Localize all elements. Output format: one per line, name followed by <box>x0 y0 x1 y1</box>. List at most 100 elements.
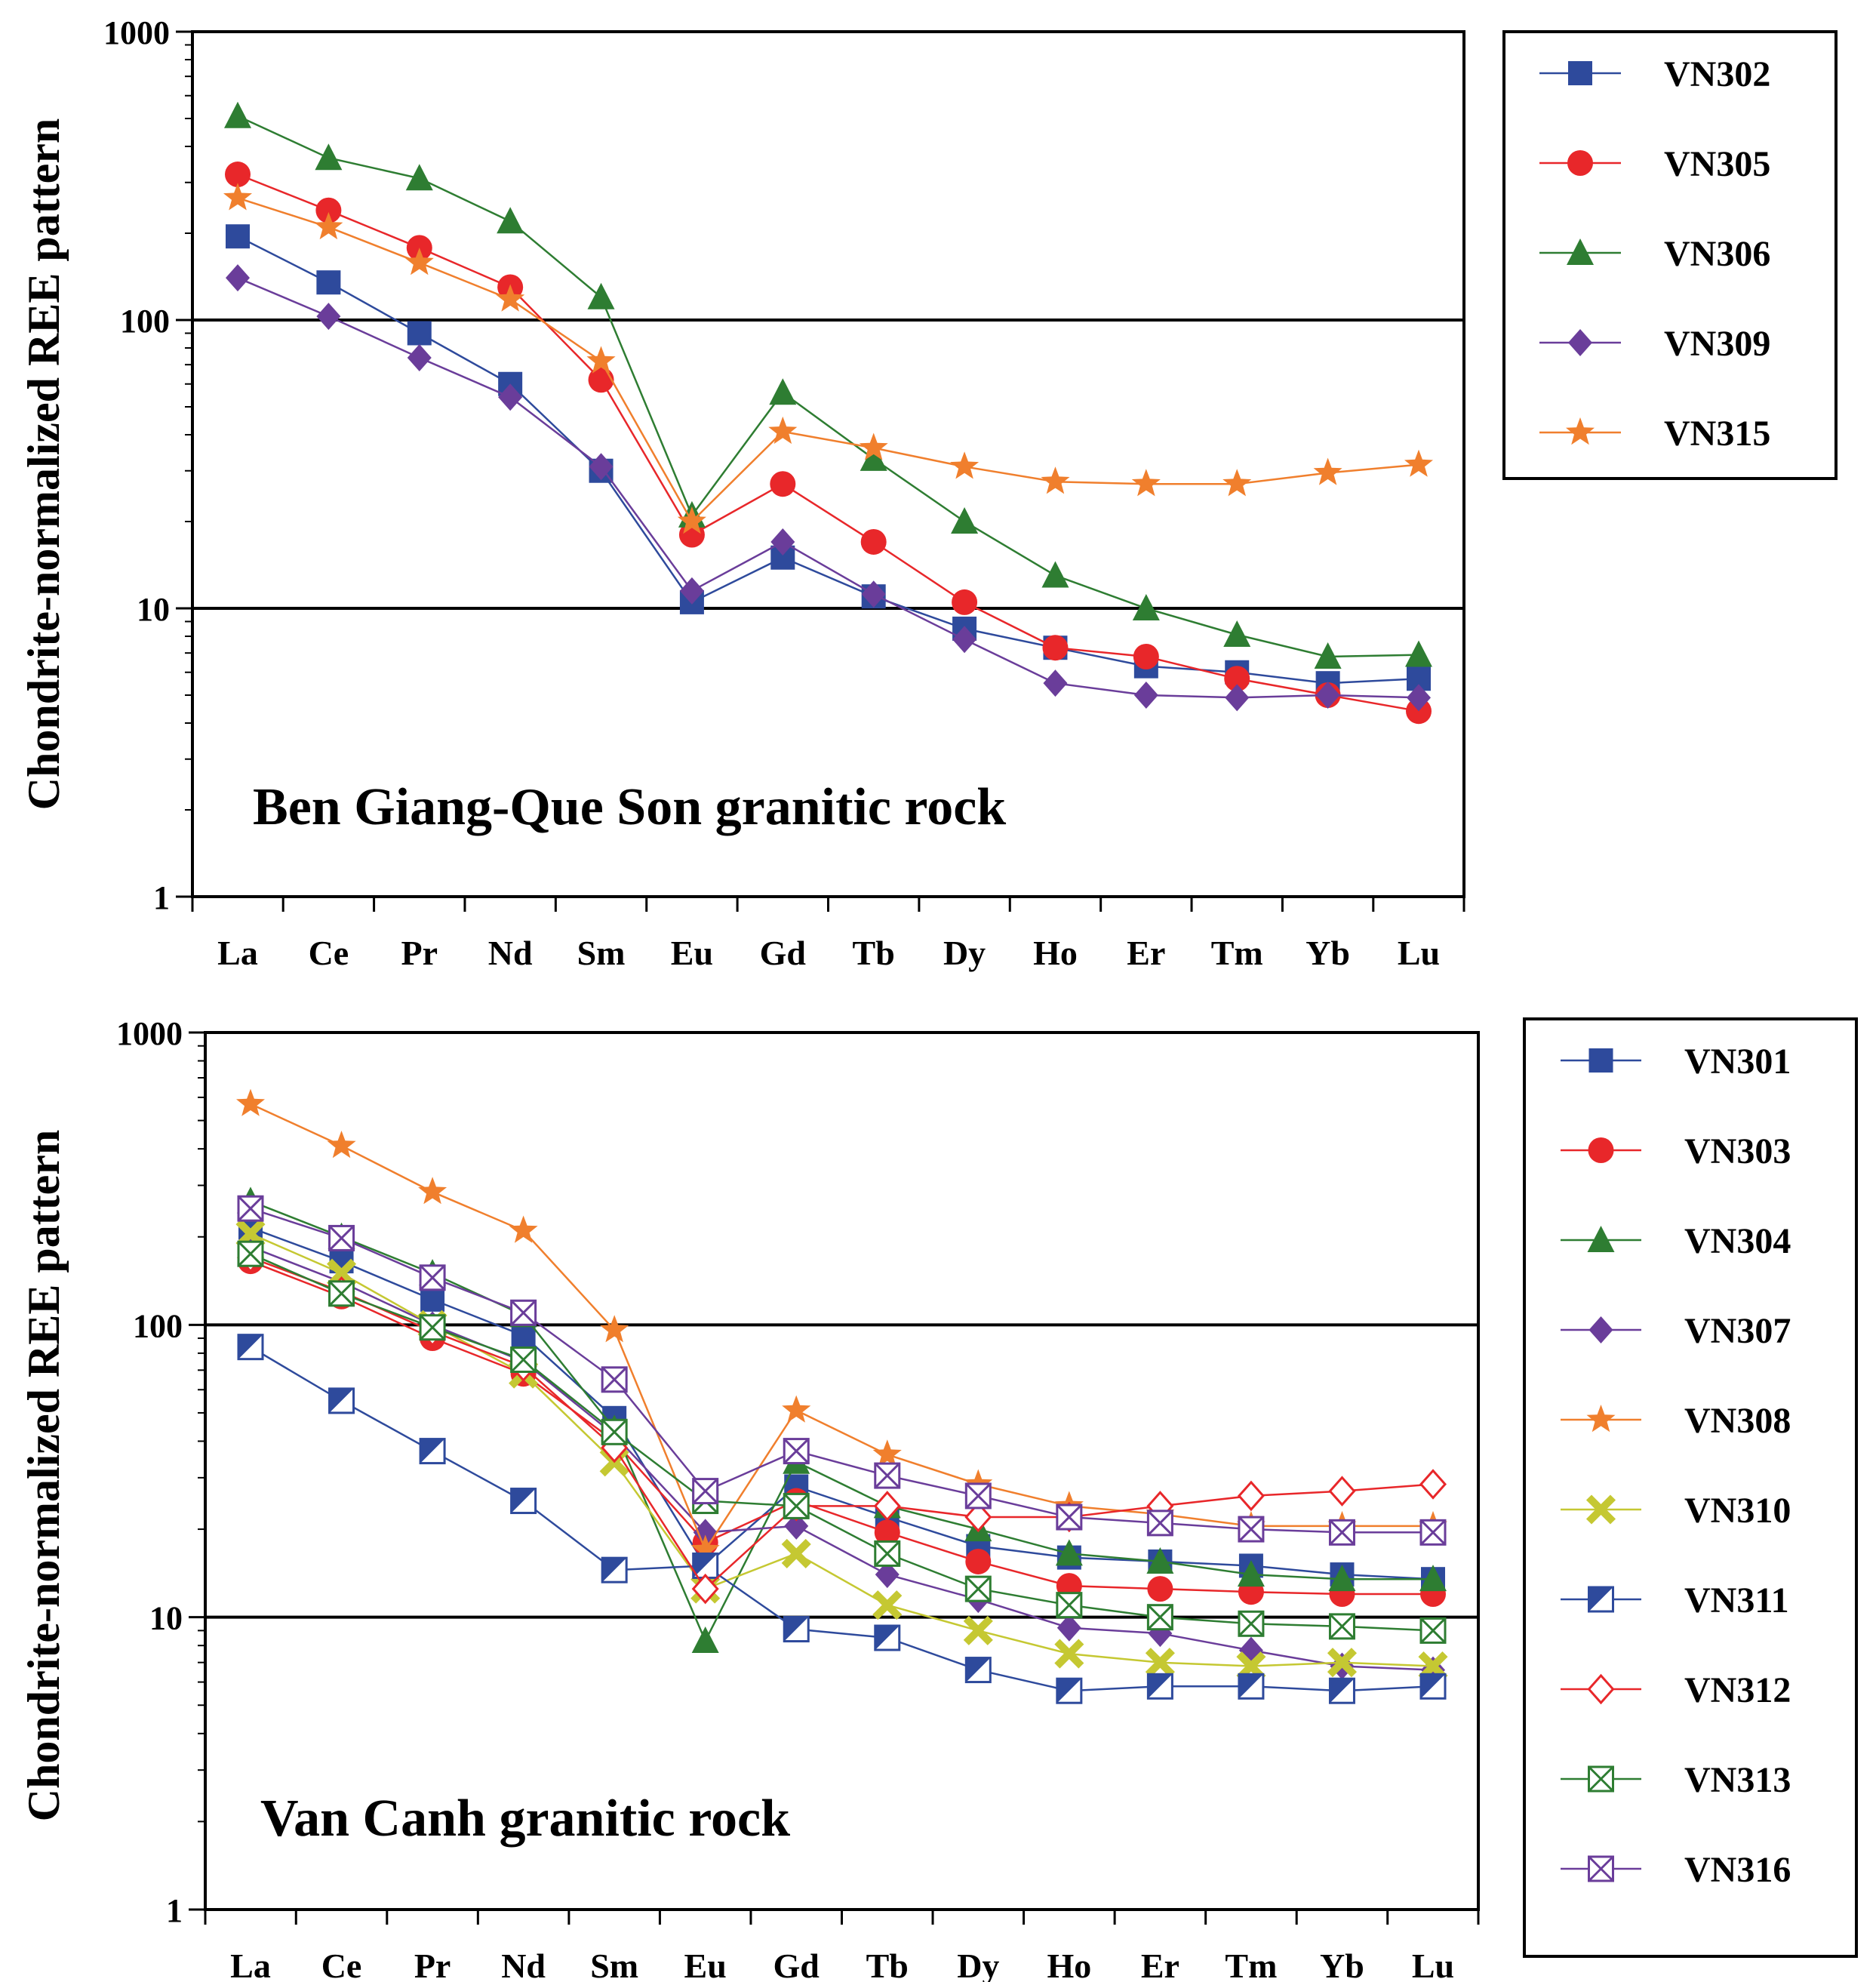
y-tick-label: 1 <box>153 879 170 916</box>
legend-label: VN313 <box>1684 1760 1791 1800</box>
data-point-er <box>1147 1576 1173 1602</box>
data-point-ho <box>1042 635 1069 661</box>
data-point-yb <box>1328 1476 1356 1507</box>
data-point-tb <box>872 1439 902 1467</box>
data-point-ce <box>316 303 341 331</box>
data-point-eu <box>691 1627 719 1654</box>
data-point-tm <box>1237 1480 1265 1512</box>
data-point-la <box>237 1334 264 1361</box>
legend-item-vn311: VN311 <box>1561 1580 1789 1620</box>
data-point-lu <box>1405 640 1432 667</box>
data-point-tm <box>1238 1610 1265 1637</box>
data-point-tb <box>874 1519 900 1546</box>
legend-marker <box>1568 329 1592 356</box>
legend-marker <box>1588 1586 1614 1613</box>
data-point-tm <box>1238 1673 1265 1700</box>
data-point-tb <box>875 1561 900 1589</box>
legend-item-vn301: VN301 <box>1561 1042 1791 1082</box>
data-point-la <box>236 1088 265 1116</box>
data-point-tm <box>1237 1560 1265 1587</box>
data-point-gd <box>784 1512 809 1540</box>
data-point-nd <box>510 1299 537 1326</box>
legend-marker <box>1588 1765 1614 1793</box>
data-point-nd <box>510 1488 537 1515</box>
legend-item-vn306: VN306 <box>1539 234 1770 274</box>
data-point-pr <box>419 1438 446 1465</box>
y-axis-label: Chondrite-normalized REE pattern <box>19 118 69 811</box>
data-point-la <box>224 101 251 128</box>
data-point-nd <box>498 383 523 411</box>
y-tick-label: 100 <box>133 1307 183 1344</box>
series-vn312 <box>236 1242 1447 1605</box>
legend-marker <box>1567 150 1593 176</box>
data-point-gd <box>768 416 798 445</box>
legend-item-vn307: VN307 <box>1561 1311 1791 1351</box>
data-point-la <box>226 224 250 249</box>
data-point-yb <box>1314 642 1342 669</box>
data-point-nd <box>496 284 525 312</box>
y-tick-label: 1 <box>166 1892 183 1929</box>
data-point-yb <box>1328 1677 1355 1704</box>
data-point-ho <box>1056 1614 1081 1642</box>
series-vn315 <box>223 183 1433 534</box>
x-tick-label-la: La <box>217 934 258 972</box>
data-point-er <box>1146 1673 1173 1700</box>
data-point-ce <box>328 1280 355 1307</box>
data-point-nd <box>510 1346 537 1373</box>
series-vn311 <box>237 1334 1447 1704</box>
series-line <box>250 1260 1433 1596</box>
legend: VN301 VN303 VN304 VN307 VN308 VN310 VN311 VN312… <box>1523 1017 1858 1958</box>
series-line <box>250 1226 1434 1580</box>
series-layer <box>223 101 1433 725</box>
x-tick-label-ce: Ce <box>309 934 349 972</box>
legend-item-vn310: VN310 <box>1561 1491 1791 1531</box>
y-axis-label: Chondrite-normalized REE pattern <box>19 1130 69 1822</box>
data-point-eu <box>693 1519 718 1547</box>
legend-marker <box>1587 1226 1615 1252</box>
gridlines <box>192 319 1464 610</box>
data-point-sm <box>587 282 615 309</box>
data-point-er <box>1133 681 1158 709</box>
series-vn313 <box>237 1240 1447 1644</box>
data-point-sm <box>589 453 614 481</box>
data-point-gd <box>783 1438 810 1465</box>
data-point-pr <box>419 1264 446 1291</box>
legend-label: VN304 <box>1684 1221 1791 1261</box>
data-point-la <box>225 162 251 188</box>
data-point-lu <box>1419 1469 1447 1500</box>
x-tick-label-sm: Sm <box>590 1947 638 1982</box>
plot-frame <box>204 1031 1480 1911</box>
x-tick-label-la: La <box>230 1947 271 1982</box>
x-tick-label-ho: Ho <box>1033 934 1078 972</box>
data-point-ho <box>1056 1677 1083 1704</box>
legend-frame <box>1502 30 1838 480</box>
data-point-ho <box>1056 1592 1083 1619</box>
x-tick-label-eu: Eu <box>671 934 713 972</box>
data-point-ho <box>1055 1539 1083 1566</box>
x-tick-label-ce: Ce <box>321 1947 362 1982</box>
y-tick-label: 10 <box>137 591 170 628</box>
legend-label: VN301 <box>1684 1042 1791 1082</box>
legend: VN302 VN305 VN306 VN309 VN315 <box>1502 30 1838 480</box>
legend-label: VN306 <box>1664 234 1770 274</box>
data-point-sm <box>601 1366 628 1393</box>
x-tick-label-dy: Dy <box>943 934 986 972</box>
series-line <box>250 1103 1433 1553</box>
legend-marker <box>1588 1855 1614 1882</box>
data-point-yb <box>1313 457 1342 485</box>
chart-title: Van Canh granitic rock <box>260 1790 790 1848</box>
data-point-lu <box>1419 1565 1447 1592</box>
data-point-la <box>223 183 252 211</box>
legend-item-vn302: VN302 <box>1539 54 1770 94</box>
x-tick-label-yb: Yb <box>1320 1947 1364 1982</box>
data-point-lu <box>1404 449 1433 477</box>
legend-item-vn309: VN309 <box>1539 324 1770 364</box>
series-line <box>237 197 1419 524</box>
data-point-tm <box>1238 1516 1265 1543</box>
series-vn306 <box>224 101 1432 669</box>
y-tick-label: 100 <box>120 303 170 340</box>
series-vn305 <box>225 162 1432 725</box>
series-vn304 <box>237 1186 1447 1654</box>
legend-label: VN316 <box>1684 1850 1791 1890</box>
data-point-gd <box>783 1616 810 1643</box>
